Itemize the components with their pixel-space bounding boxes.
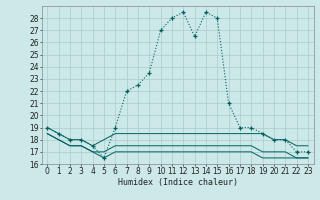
- X-axis label: Humidex (Indice chaleur): Humidex (Indice chaleur): [118, 178, 237, 187]
